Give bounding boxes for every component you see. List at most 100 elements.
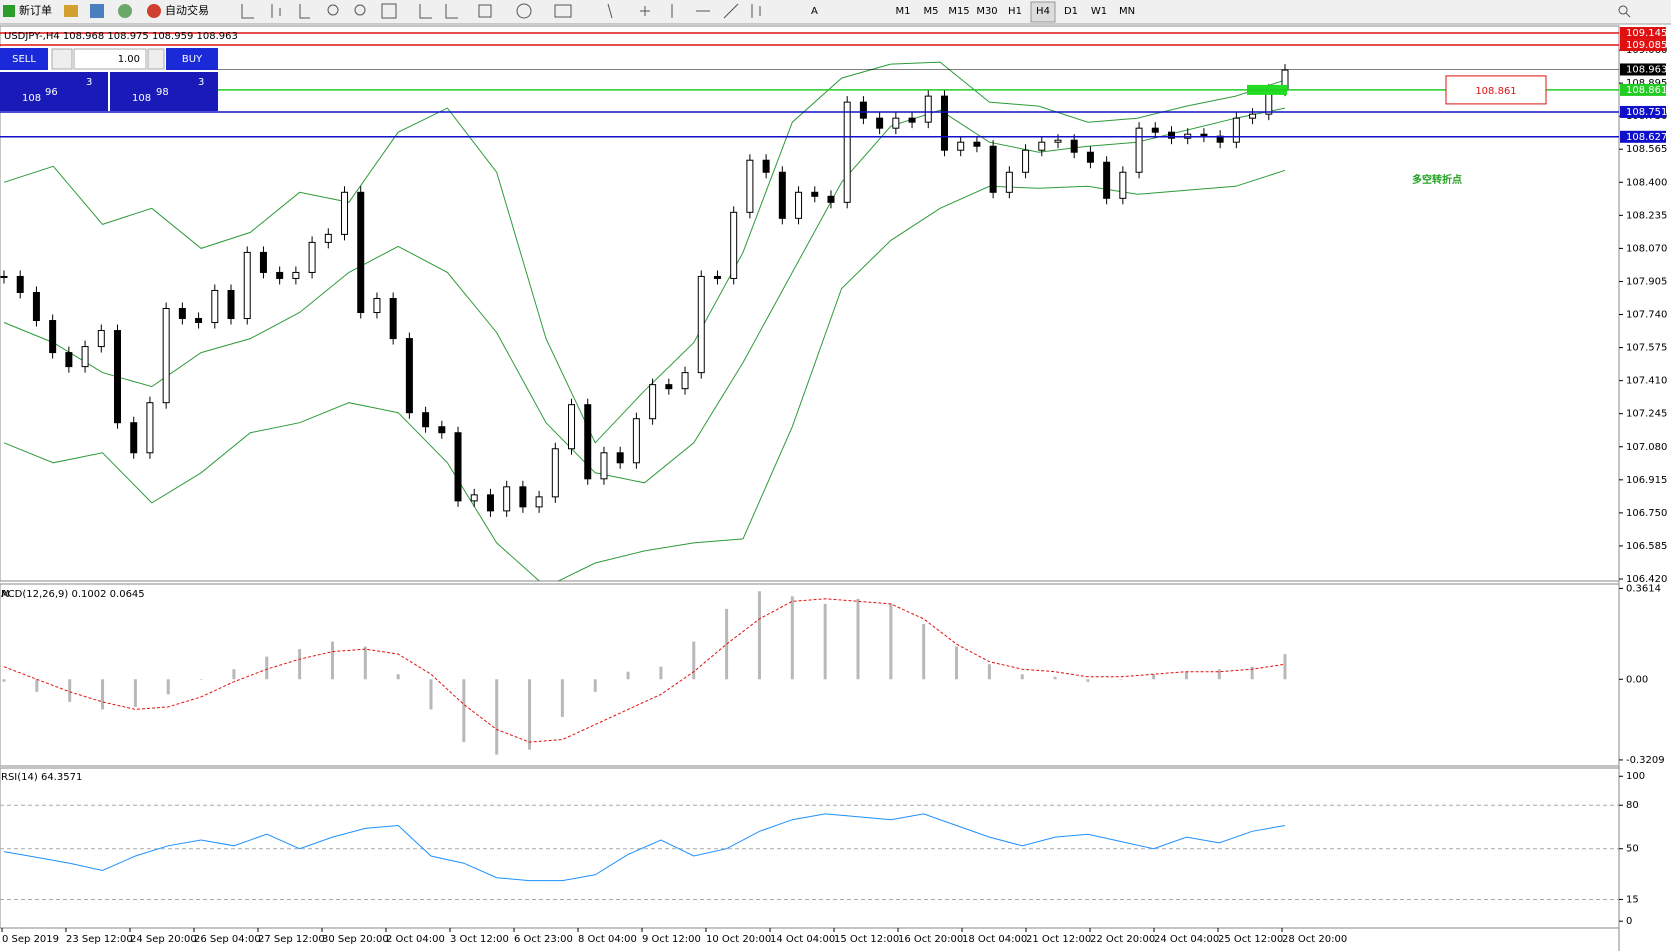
lot-input[interactable] — [73, 48, 147, 70]
candle — [1005, 171, 1013, 193]
timeframe-button[interactable]: W1 — [1091, 6, 1107, 17]
candle — [762, 159, 770, 173]
timeframe-button[interactable]: M15 — [948, 6, 969, 17]
timeframe-button[interactable]: H1 — [1008, 6, 1022, 17]
candle — [1119, 171, 1127, 199]
timeframe-button[interactable]: MN — [1119, 6, 1135, 17]
macd-bar — [1283, 654, 1287, 680]
time-tick-label: 25 Oct 12:00 — [1218, 934, 1283, 945]
macd-bar — [593, 679, 597, 692]
search-icon — [1618, 5, 1631, 18]
candle — [130, 422, 138, 454]
candle — [454, 432, 462, 502]
rsi-pane — [0, 767, 1620, 929]
candle — [178, 308, 186, 320]
macd-bar — [790, 596, 794, 680]
candle — [1200, 133, 1208, 137]
timeframe-button[interactable]: M5 — [924, 6, 939, 17]
price-tick-label: 106.585 — [1626, 541, 1667, 552]
macd-pane — [0, 583, 1620, 767]
time-tick-label: 28 Oct 20:00 — [1282, 934, 1347, 945]
tool-icons[interactable] — [241, 3, 1631, 19]
candle — [1022, 149, 1030, 173]
candle — [876, 117, 884, 129]
candle — [632, 418, 640, 464]
macd-bar — [987, 664, 991, 680]
marked-price: 108.861 — [1475, 86, 1516, 97]
price-tick-label: 108.565 — [1626, 144, 1667, 155]
icon[interactable] — [64, 5, 78, 17]
bid-box[interactable] — [0, 72, 108, 111]
lot-up[interactable] — [147, 48, 165, 70]
time-tick-label: 24 Sep 20:00 — [130, 934, 197, 945]
candle — [259, 251, 267, 273]
macd-bar — [462, 679, 466, 743]
text-tool[interactable]: A — [811, 6, 818, 17]
time-tick-label: 24 Oct 04:00 — [1154, 934, 1219, 945]
buy-button[interactable] — [166, 48, 218, 70]
candle — [681, 372, 689, 390]
timeframe-button[interactable]: M1 — [896, 6, 911, 17]
candle — [389, 297, 397, 340]
rsi-label: RSI(14) 64.3571 — [1, 772, 82, 783]
time-tick-label: 18 Oct 04:00 — [962, 934, 1027, 945]
candle — [276, 271, 284, 279]
candle — [1232, 117, 1240, 143]
sell-button[interactable] — [0, 48, 48, 70]
candle — [600, 452, 608, 480]
macd-bar — [889, 603, 893, 680]
ask-prefix: 108 — [132, 93, 151, 104]
macd-label: MACD(12,26,9) 0.1002 0.0645 — [1, 589, 145, 600]
tile-icon — [381, 3, 397, 19]
timeframe-button[interactable]: M30 — [976, 6, 997, 17]
macd-bar — [166, 679, 170, 695]
buy-label: BUY — [182, 54, 203, 65]
bollinger-upper — [3, 61, 1286, 444]
price-tick-label: 106.420 — [1626, 574, 1667, 585]
price-label: 108.861 — [1626, 85, 1667, 96]
icon[interactable] — [90, 4, 104, 18]
price-label: 109.145 — [1626, 28, 1667, 39]
candle — [0, 275, 8, 278]
ask-box[interactable] — [110, 72, 218, 111]
macd-bar — [757, 591, 761, 680]
auto-trading-button[interactable]: 自动交易 — [147, 3, 209, 18]
price-label-bg — [1620, 63, 1666, 76]
timeframe-button[interactable]: D1 — [1064, 6, 1078, 17]
price-tick-label: 106.750 — [1626, 508, 1667, 519]
time-tick-label: 22 Oct 20:00 — [1090, 934, 1155, 945]
candle — [65, 352, 73, 368]
macd-bar — [330, 641, 334, 680]
macd-plot — [2, 591, 1287, 755]
icon[interactable] — [118, 4, 132, 18]
candle — [924, 95, 932, 123]
rsi-plot — [0, 804, 1619, 900]
candle — [1054, 139, 1062, 143]
price-tick-label: 107.905 — [1626, 276, 1667, 287]
macd-bar — [1250, 666, 1254, 680]
bollinger-lower — [3, 169, 1286, 581]
macd-bar — [363, 646, 367, 680]
macd-bar — [1020, 674, 1024, 680]
candle — [341, 191, 349, 235]
new-order-button[interactable]: 新订单 — [3, 3, 52, 17]
time-tick-label: 0 Sep 2019 — [2, 934, 59, 945]
candle — [859, 101, 867, 119]
rsi-tick-label: 50 — [1626, 844, 1639, 855]
new-order-label: 新订单 — [19, 3, 52, 17]
candle — [243, 251, 251, 320]
lot-down[interactable] — [51, 48, 73, 70]
candle — [746, 159, 754, 213]
candle — [195, 318, 203, 324]
macd-bar — [528, 679, 532, 750]
price-label-bg — [1620, 105, 1666, 118]
candle — [1151, 127, 1159, 133]
candle — [373, 297, 381, 314]
chart-header: USDJPY-,H4 108.968 108.975 108.959 108.9… — [4, 31, 238, 42]
time-tick-label: 10 Oct 20:00 — [706, 934, 771, 945]
timeframe-button[interactable]: H4 — [1036, 6, 1050, 17]
candle — [357, 191, 365, 314]
rsi-line — [3, 813, 1286, 882]
time-tick-label: 26 Sep 04:00 — [194, 934, 261, 945]
